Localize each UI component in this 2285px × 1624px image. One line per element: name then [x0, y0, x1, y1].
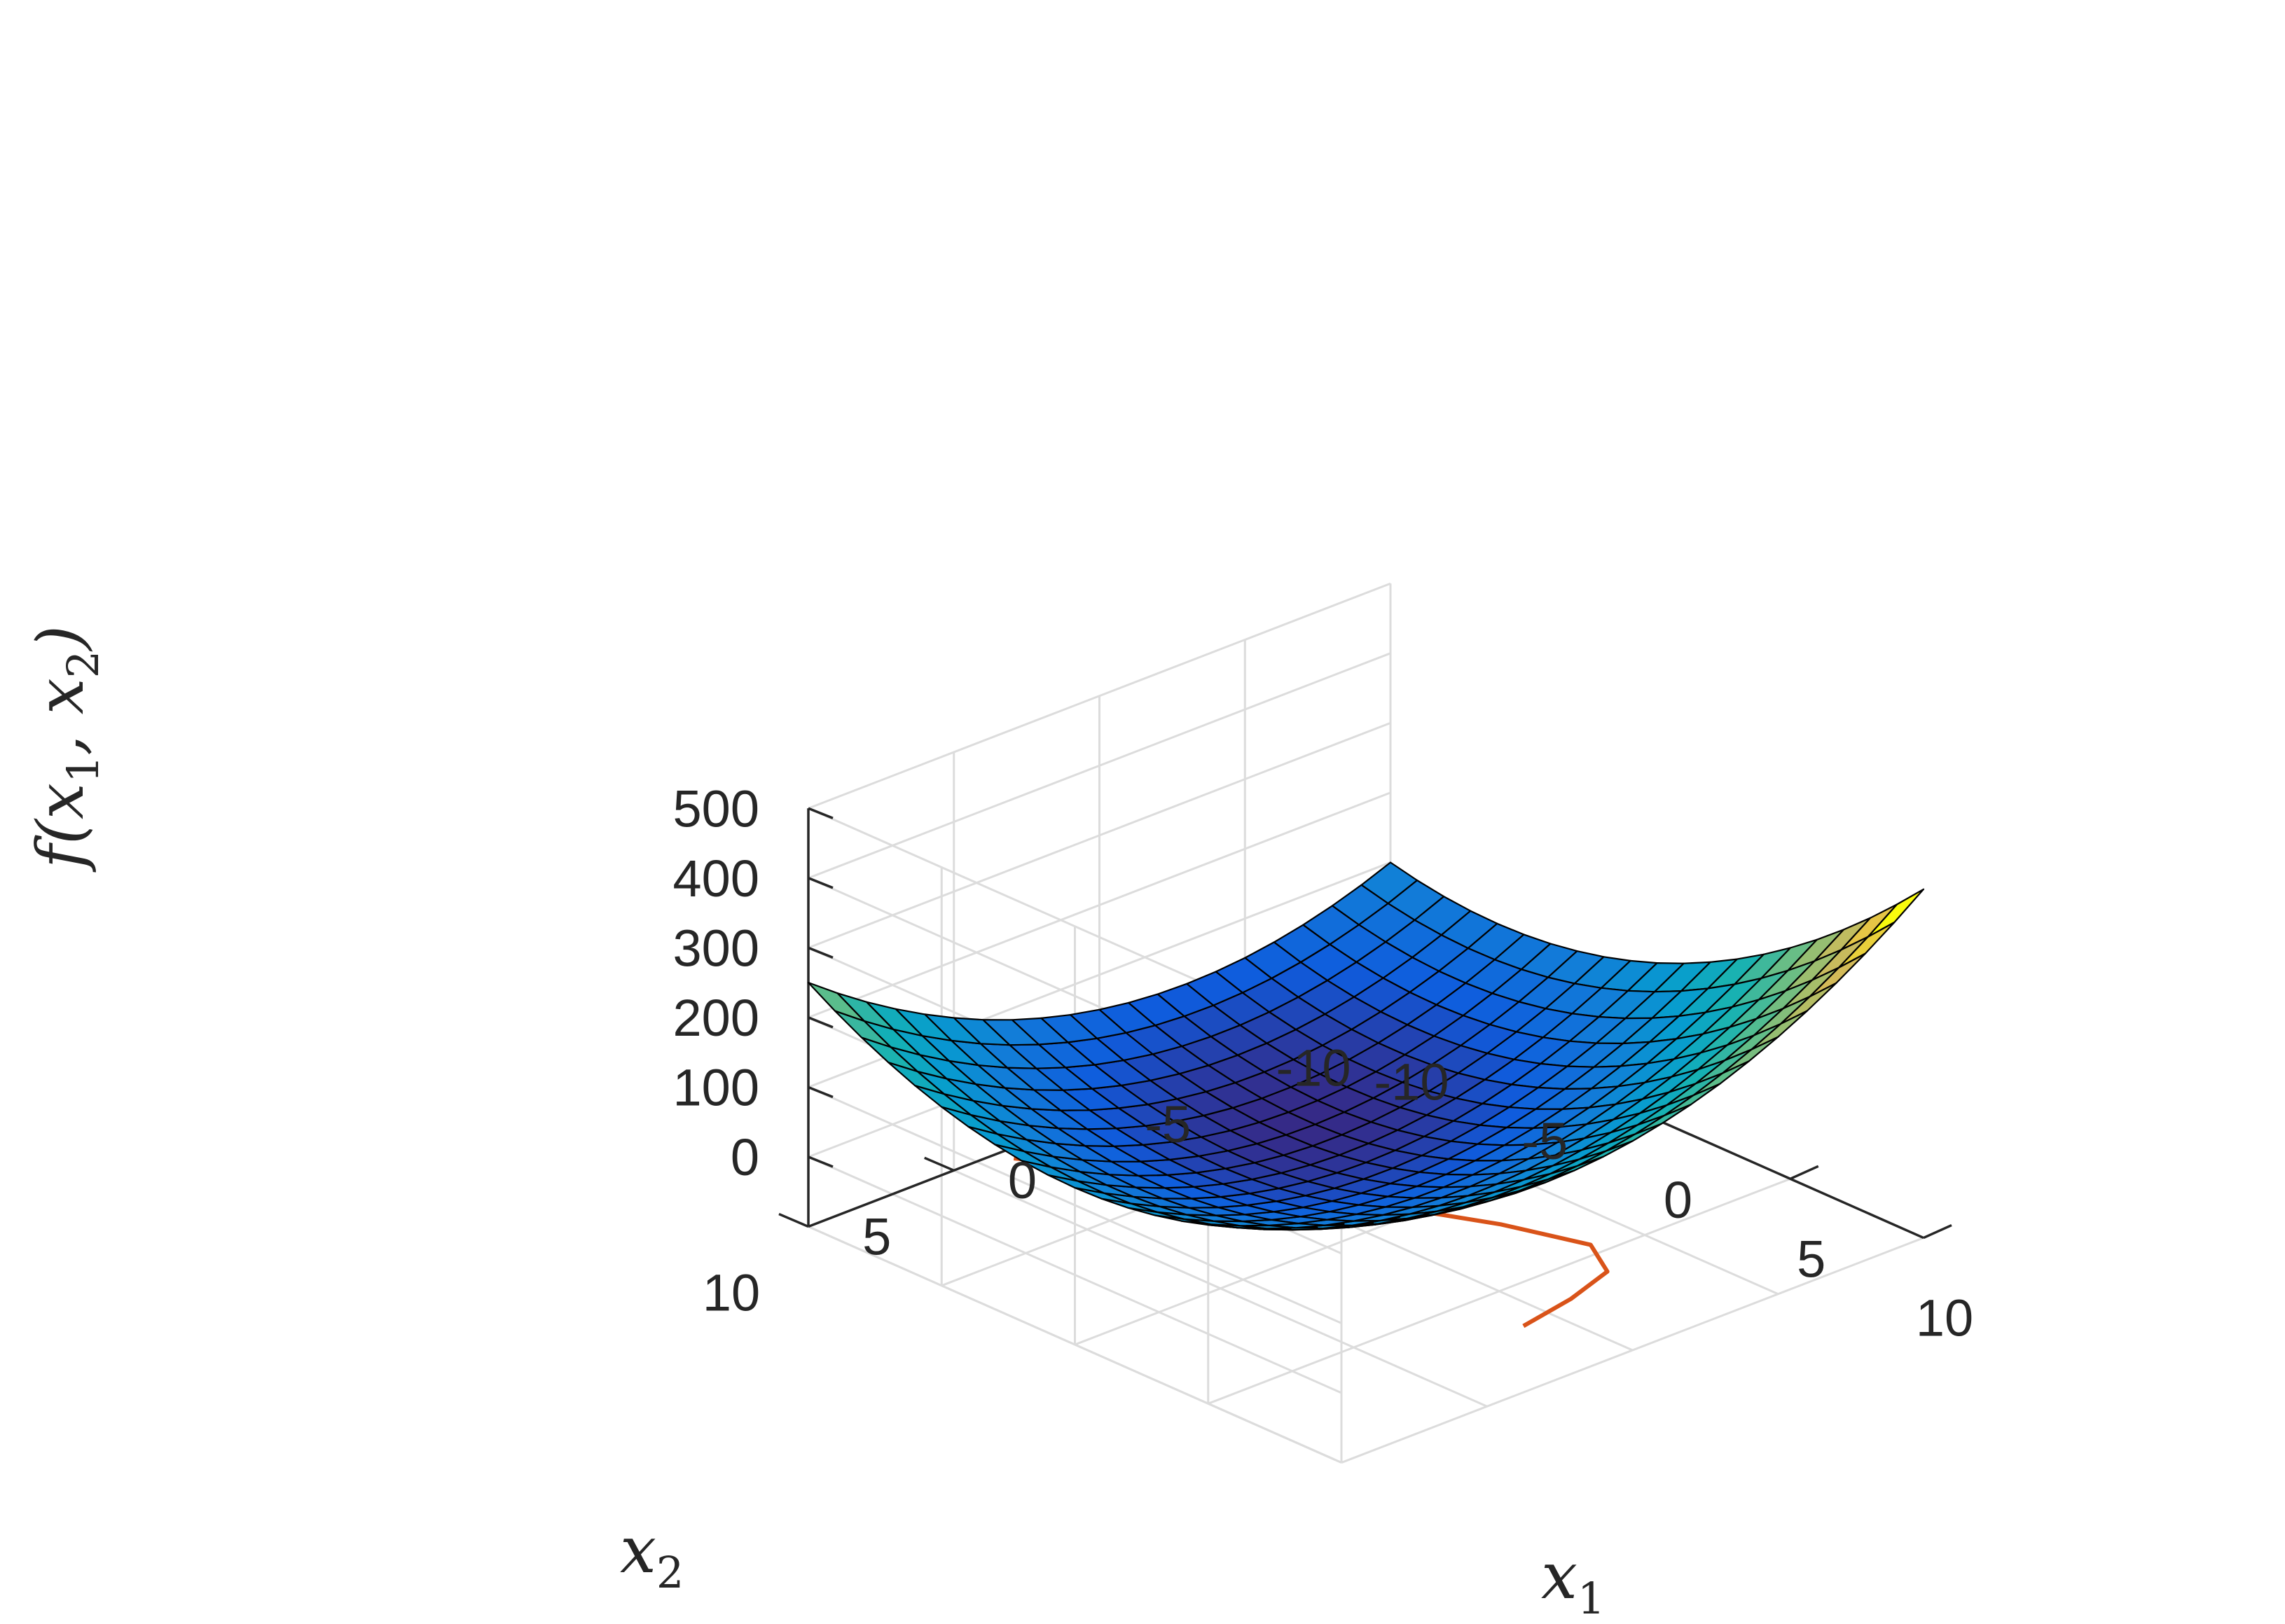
z-tick-label: 500: [673, 779, 759, 838]
x1-tick-label: -10: [1374, 1053, 1449, 1111]
x2-tick: [924, 1156, 955, 1172]
z-tick-label: 100: [673, 1058, 759, 1116]
x1-tick: [1923, 1223, 1952, 1240]
x2-tick-label: 0: [1008, 1151, 1037, 1209]
z-tick: [808, 946, 834, 959]
grid-line: [1341, 1237, 1924, 1464]
z-tick: [808, 877, 834, 889]
x1-tick-label: 5: [1797, 1230, 1825, 1288]
surface-patch: [1867, 888, 1925, 938]
z-tick: [808, 1155, 834, 1168]
z-tick-label: 400: [673, 849, 759, 908]
x1-tick: [1790, 1165, 1819, 1180]
z-tick: [808, 1016, 834, 1029]
x2-tick-label: 10: [703, 1264, 760, 1322]
x1-tick-label: -5: [1521, 1112, 1568, 1170]
x2-tick: [778, 1212, 809, 1228]
x2-axis-label: x2: [620, 1513, 684, 1598]
x2-tick-label: 5: [862, 1207, 891, 1265]
z-tick-label: 300: [673, 919, 759, 977]
z-tick: [808, 807, 834, 819]
surface-mesh: [807, 861, 1925, 1231]
grid-line: [1208, 1177, 1791, 1405]
x2-tick-label: -10: [1276, 1039, 1351, 1097]
x1-tick-label: 0: [1664, 1171, 1692, 1229]
z-tick: [808, 1085, 834, 1099]
f-axis-label: f(x1, x2): [23, 625, 109, 873]
x2-tick-label: -5: [1145, 1095, 1191, 1153]
z-tick-label: 0: [731, 1128, 759, 1186]
x1-tick-label: 10: [1916, 1289, 1973, 1347]
surface-patch: [807, 981, 865, 1022]
z-tick-label: 200: [673, 989, 759, 1047]
x1-axis-label: x1: [1541, 1539, 1605, 1624]
